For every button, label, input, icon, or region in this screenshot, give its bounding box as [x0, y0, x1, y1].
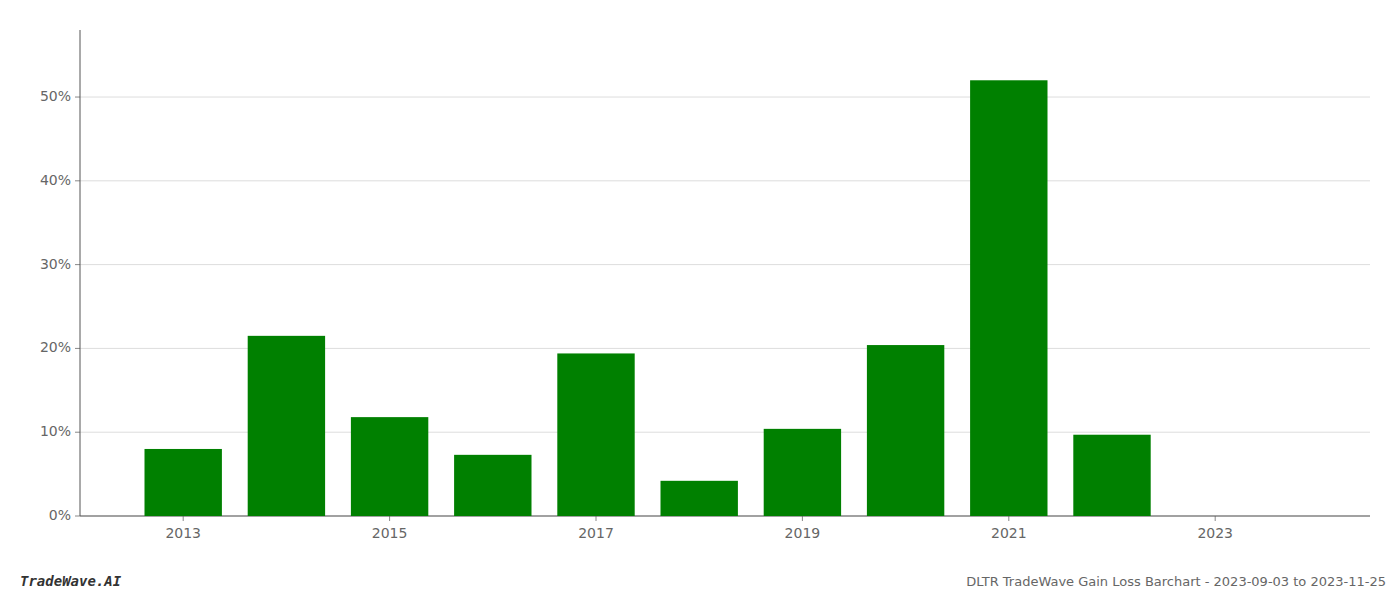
- x-tick: [802, 516, 803, 521]
- bar: [557, 353, 634, 516]
- y-tick-label: 50%: [40, 88, 71, 104]
- bars: [145, 80, 1151, 516]
- y-tick: [75, 97, 80, 98]
- bar: [248, 336, 325, 516]
- x-tick-label: 2013: [165, 525, 201, 541]
- bar: [867, 345, 944, 516]
- annotations: TradeWave.AI DLTR TradeWave Gain Loss Bar…: [20, 573, 1386, 589]
- grid: [80, 97, 1370, 516]
- grid-line: [80, 180, 1370, 181]
- bar: [1073, 435, 1150, 516]
- x-tick: [596, 516, 597, 521]
- x-tick-label: 2021: [991, 525, 1027, 541]
- x-tick-label: 2017: [578, 525, 614, 541]
- y-tick: [75, 348, 80, 349]
- y-tick-label: 10%: [40, 423, 71, 439]
- y-tick-label: 30%: [40, 256, 71, 272]
- bar: [351, 417, 428, 516]
- x-tick: [1215, 516, 1216, 521]
- y-tick-label: 20%: [40, 339, 71, 355]
- grid-line: [80, 97, 1370, 98]
- y-tick-label: 40%: [40, 172, 71, 188]
- bar: [145, 449, 222, 516]
- x-tick-label: 2023: [1197, 525, 1233, 541]
- bar: [764, 429, 841, 516]
- grid-line: [80, 264, 1370, 265]
- chart-svg: 0% 10% 20% 30% 40% 50% 2013 2015 2017 2019 2021 202…: [0, 0, 1400, 600]
- x-tick: [1008, 516, 1009, 521]
- chart-container: 0% 10% 20% 30% 40% 50% 2013 2015 2017 2019 2021 202…: [0, 0, 1400, 600]
- y-axis-line: [80, 30, 81, 516]
- footer-left: TradeWave.AI: [20, 573, 122, 589]
- bar: [661, 481, 738, 516]
- y-tick: [75, 264, 80, 265]
- bar: [1177, 516, 1254, 517]
- y-tick: [75, 180, 80, 181]
- y-tick-label: 0%: [49, 507, 71, 523]
- x-tick: [183, 516, 184, 521]
- bar: [970, 80, 1047, 516]
- x-tick-label: 2015: [372, 525, 408, 541]
- x-tick-label: 2019: [785, 525, 821, 541]
- axes: 0% 10% 20% 30% 40% 50% 2013 2015 2017 2019 2021 202…: [40, 30, 1370, 541]
- y-tick: [75, 516, 80, 517]
- x-tick: [389, 516, 390, 521]
- footer-right: DLTR TradeWave Gain Loss Barchart - 2023…: [966, 574, 1386, 589]
- y-tick: [75, 432, 80, 433]
- bar: [454, 455, 531, 516]
